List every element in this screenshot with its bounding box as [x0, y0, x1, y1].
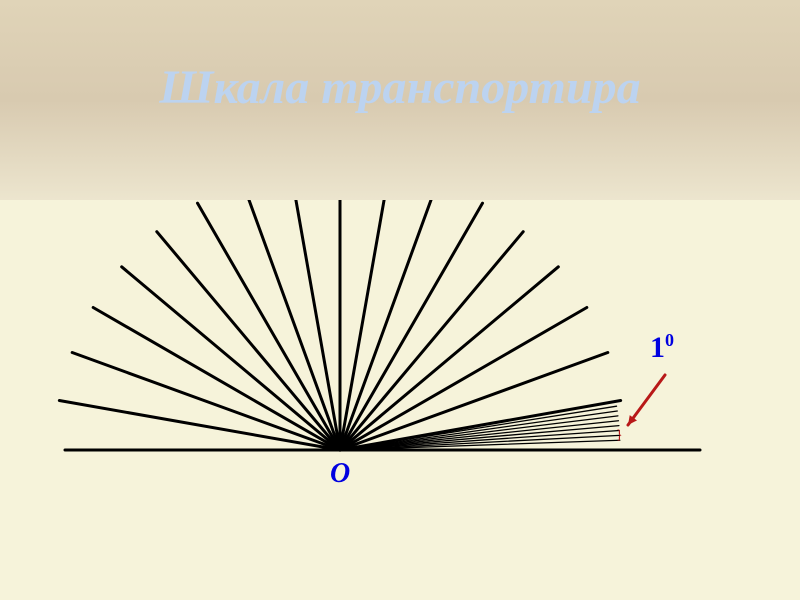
degree-label: 10: [650, 330, 674, 365]
page-title: Шкала транспортира: [0, 60, 800, 115]
diagram-svg: [0, 200, 800, 600]
degree-base: 1: [650, 331, 665, 364]
origin-label: О: [330, 458, 350, 490]
degree-sup: 0: [665, 330, 674, 350]
protractor-diagram: О 10 }: [0, 200, 800, 600]
brace: }: [616, 428, 623, 444]
